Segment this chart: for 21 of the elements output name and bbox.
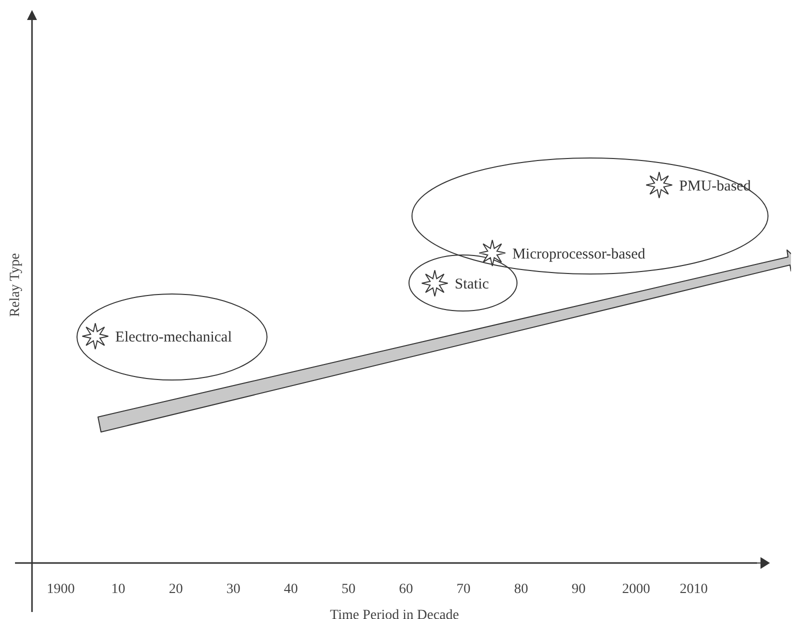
x-tick-label: 50 (341, 582, 356, 597)
x-tick-label: 80 (514, 582, 528, 597)
annotation: Static (454, 276, 490, 293)
x-tick-label: 90 (572, 582, 586, 597)
x-tick-label: 40 (284, 582, 298, 597)
point (646, 172, 673, 198)
x-tick-label: 2000 (622, 582, 650, 597)
annotation: Electro-mechanical (115, 330, 232, 346)
x-axis-title: Time Period in Decade (330, 608, 459, 619)
x-tick-label: 10 (111, 582, 126, 597)
point (82, 322, 109, 350)
x-tick-label: 1900 (46, 582, 75, 597)
x-tick-label: 2010 (680, 582, 708, 597)
x-tick-label: 60 (399, 582, 414, 597)
x-tick-label: 70 (456, 582, 471, 597)
x-tick-label: 30 (226, 582, 240, 597)
x-tick-label: 20 (168, 582, 183, 597)
point (478, 240, 506, 267)
point (421, 270, 448, 297)
annotation: Microprocessor-based (512, 246, 646, 262)
y-axis-title: Relay Type (8, 253, 23, 317)
